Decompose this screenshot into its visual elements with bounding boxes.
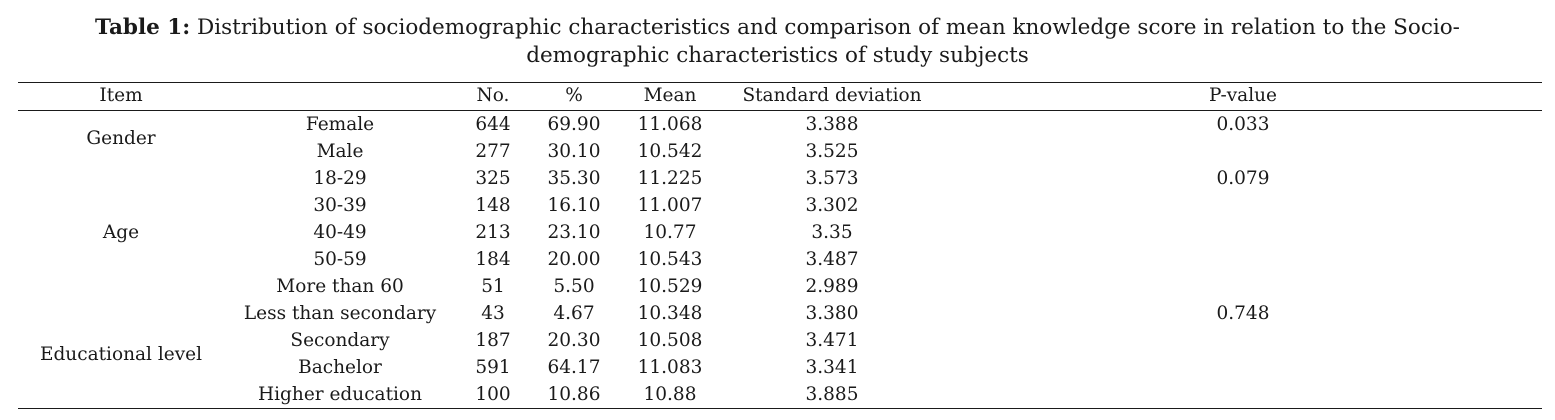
caption-line-1: Table 1: Distribution of sociodemographi… [0,14,1555,42]
table-top-rule [18,82,1542,83]
row-percent: 5.50 [553,276,595,297]
row-percent: 4.67 [553,303,595,324]
row-mean: 10.529 [637,276,703,297]
row-standard-deviation: 3.487 [805,249,859,270]
row-count: 184 [475,249,511,270]
row-count: 187 [475,330,511,351]
row-standard-deviation: 3.35 [811,222,853,243]
group-p-value: 0.033 [1216,114,1270,135]
row-category: Male [316,141,364,162]
row-percent: 35.30 [547,168,601,189]
header-standard-deviation: Standard deviation [742,85,922,106]
group-label: Educational level [39,343,203,365]
row-category: 40-49 [313,222,367,243]
row-mean: 10.77 [643,222,697,243]
row-percent: 69.90 [547,114,601,135]
row-mean: 10.88 [643,384,697,405]
row-standard-deviation: 3.302 [805,195,859,216]
row-category: Higher education [258,384,422,405]
row-mean: 11.007 [637,195,703,216]
row-category: More than 60 [276,276,404,297]
row-standard-deviation: 3.388 [805,114,859,135]
group-label: Gender [86,127,156,149]
header-bottom-rule [18,110,1542,111]
row-percent: 20.00 [547,249,601,270]
row-percent: 30.10 [547,141,601,162]
row-mean: 11.083 [637,357,703,378]
row-mean: 10.508 [637,330,703,351]
row-category: 18-29 [313,168,367,189]
table-bottom-rule [18,408,1542,409]
header-no: No. [476,85,510,106]
group-label: Age [102,222,140,243]
row-standard-deviation: 3.525 [805,141,859,162]
row-count: 325 [475,168,511,189]
row-percent: 10.86 [547,384,601,405]
caption-line-2: demographic characteristics of study sub… [526,43,1029,68]
caption-text-1: Distribution of sociodemographic charact… [197,15,1460,40]
row-category: 30-39 [313,195,367,216]
row-category: Bachelor [298,357,382,378]
row-percent: 16.10 [547,195,601,216]
row-count: 148 [475,195,511,216]
row-standard-deviation: 3.341 [805,357,859,378]
group-p-value: 0.748 [1216,303,1270,324]
row-percent: 20.30 [547,330,601,351]
row-category: Female [305,114,375,135]
row-standard-deviation: 3.885 [805,384,859,405]
row-count: 51 [481,276,505,297]
row-category: 50-59 [313,249,367,270]
row-category: Secondary [290,330,390,351]
row-count: 100 [475,384,511,405]
caption-label: Table 1: [95,15,191,40]
row-standard-deviation: 3.573 [805,168,859,189]
row-count: 213 [475,222,511,243]
row-mean: 10.348 [637,303,703,324]
row-count: 43 [481,303,505,324]
row-standard-deviation: 3.380 [805,303,859,324]
header-mean: Mean [643,85,697,106]
row-mean: 11.225 [637,168,703,189]
row-mean: 11.068 [637,114,703,135]
header-item: Item [99,85,143,106]
row-mean: 10.543 [637,249,703,270]
row-count: 644 [475,114,511,135]
row-percent: 64.17 [547,357,601,378]
row-count: 591 [475,357,511,378]
row-standard-deviation: 3.471 [805,330,859,351]
row-mean: 10.542 [637,141,703,162]
header-p-value: P-value [1209,85,1277,106]
row-count: 277 [475,141,511,162]
table-caption: Table 1: Distribution of sociodemographi… [0,14,1555,70]
header-percent: % [565,85,583,106]
row-percent: 23.10 [547,222,601,243]
row-category: Less than secondary [243,303,437,324]
row-standard-deviation: 2.989 [805,276,859,297]
group-p-value: 0.079 [1216,168,1270,189]
